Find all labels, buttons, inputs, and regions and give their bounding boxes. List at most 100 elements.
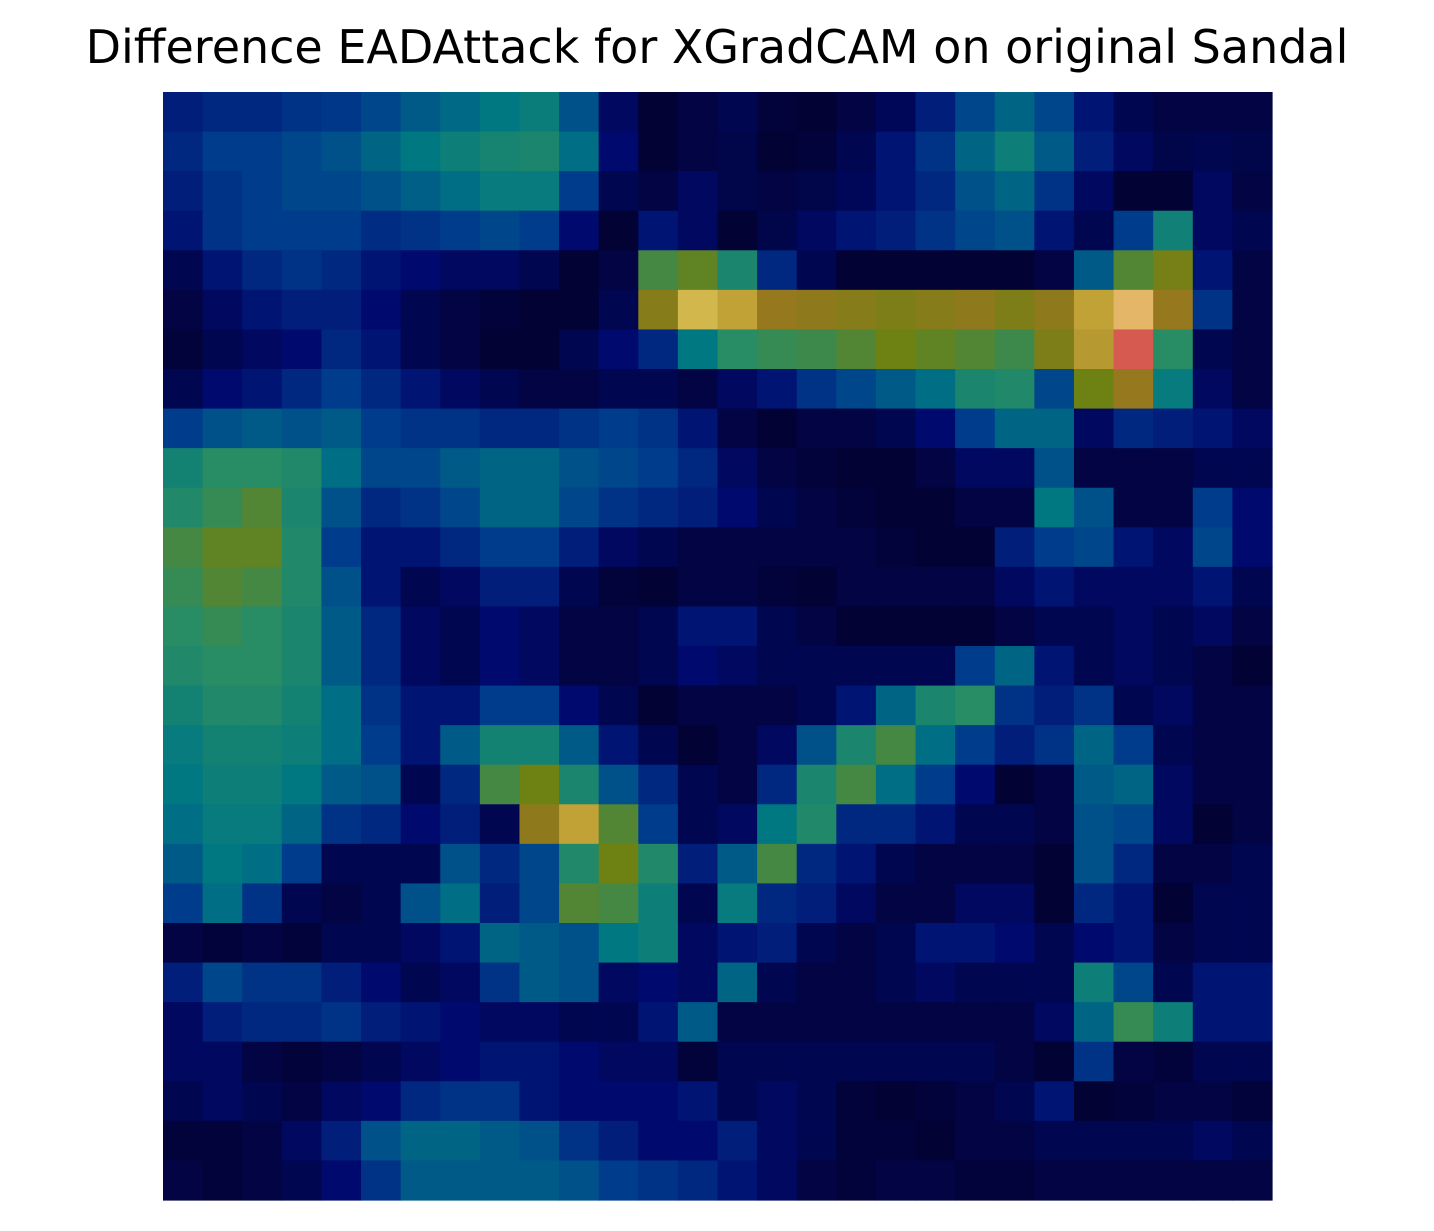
- heatmap-cell: [1113, 1081, 1154, 1122]
- heatmap-cell: [479, 369, 521, 410]
- heatmap-cell: [757, 646, 798, 687]
- heatmap-cell: [281, 527, 323, 568]
- heatmap-cell: [281, 92, 323, 133]
- heatmap-cell: [598, 804, 639, 845]
- heatmap-cell: [321, 646, 362, 687]
- heatmap-cell: [1113, 210, 1154, 251]
- heatmap-cell: [1153, 566, 1194, 608]
- heatmap-cell: [440, 527, 481, 568]
- heatmap-cell: [1232, 1081, 1273, 1122]
- heatmap-cell: [677, 566, 719, 608]
- heatmap-cell: [400, 566, 441, 608]
- heatmap-cell: [281, 804, 323, 845]
- heatmap-cell: [519, 527, 560, 568]
- heatmap-cell: [202, 329, 243, 370]
- heatmap-cell: [1232, 646, 1273, 687]
- heatmap-cell: [1153, 448, 1194, 489]
- heatmap-cell: [836, 923, 877, 964]
- heatmap-cell: [361, 250, 402, 291]
- heatmap-cell: [955, 883, 996, 924]
- heatmap-cell: [677, 131, 719, 172]
- heatmap-cell: [955, 764, 996, 805]
- heatmap-cell: [361, 843, 402, 885]
- heatmap-cell: [1192, 92, 1233, 133]
- heatmap-cell: [994, 883, 1035, 924]
- heatmap-cell: [955, 646, 996, 687]
- heatmap-cell: [440, 764, 481, 805]
- heatmap-cell: [1034, 1041, 1075, 1082]
- heatmap-cell: [1153, 923, 1194, 964]
- heatmap-cell: [955, 1120, 996, 1162]
- heatmap-cell: [598, 843, 639, 885]
- heatmap-cell: [281, 329, 323, 370]
- heatmap-cell: [955, 606, 996, 647]
- heatmap-cell: [440, 843, 481, 885]
- heatmap-cell: [1192, 962, 1233, 1003]
- heatmap-cell: [994, 606, 1035, 647]
- heatmap-cell: [1232, 1041, 1273, 1082]
- heatmap-cell: [163, 962, 204, 1003]
- heatmap-cell: [875, 1120, 917, 1162]
- heatmap-cell: [1153, 962, 1194, 1003]
- heatmap-cell: [757, 171, 798, 212]
- heatmap-cell: [242, 566, 283, 608]
- heatmap-cell: [519, 1160, 560, 1201]
- heatmap-cell: [440, 92, 481, 133]
- heatmap-cell: [1192, 606, 1233, 647]
- heatmap-cell: [519, 369, 560, 410]
- heatmap-cell: [677, 1002, 719, 1043]
- heatmap-cell: [559, 1120, 600, 1162]
- heatmap-cell: [479, 764, 521, 805]
- heatmap-cell: [994, 923, 1035, 964]
- heatmap-cell: [242, 1041, 283, 1082]
- heatmap-cell: [202, 606, 243, 647]
- heatmap-cell: [757, 289, 798, 331]
- heatmap-cell: [994, 289, 1035, 331]
- heatmap-cell: [955, 962, 996, 1003]
- heatmap-cell: [1232, 725, 1273, 766]
- heatmap-cell: [875, 210, 917, 251]
- heatmap-cell: [796, 1002, 837, 1043]
- heatmap-cell: [202, 923, 243, 964]
- heatmap-cell: [757, 1160, 798, 1201]
- heatmap-cell: [479, 329, 521, 370]
- heatmap-cell: [677, 883, 719, 924]
- heatmap-cell: [638, 566, 679, 608]
- heatmap-cell: [1192, 1081, 1233, 1122]
- heatmap-cell: [598, 883, 639, 924]
- heatmap-cell: [677, 843, 719, 885]
- heatmap-cell: [836, 685, 877, 726]
- heatmap-cell: [479, 646, 521, 687]
- heatmap-cell: [598, 923, 639, 964]
- heatmap-cell: [519, 448, 560, 489]
- heatmap-cell: [638, 487, 679, 528]
- heatmap-cell: [677, 369, 719, 410]
- heatmap-cell: [361, 487, 402, 528]
- heatmap-cell: [796, 1081, 837, 1122]
- heatmap-cell: [242, 210, 283, 251]
- heatmap-cell: [875, 764, 917, 805]
- heatmap-cell: [440, 606, 481, 647]
- heatmap-cell: [202, 250, 243, 291]
- heatmap-cell: [677, 448, 719, 489]
- heatmap-cell: [163, 369, 204, 410]
- heatmap-cell: [677, 487, 719, 528]
- heatmap-cell: [598, 646, 639, 687]
- heatmap-cells: [163, 92, 1273, 1201]
- heatmap-cell: [717, 843, 758, 885]
- heatmap-cell: [955, 804, 996, 845]
- heatmap-cell: [559, 843, 600, 885]
- heatmap-cell: [796, 962, 837, 1003]
- heatmap-cell: [321, 1002, 362, 1043]
- heatmap-cell: [875, 923, 917, 964]
- heatmap-cell: [836, 369, 877, 410]
- heatmap-cell: [1192, 646, 1233, 687]
- heatmap-cell: [796, 1041, 837, 1082]
- heatmap-cell: [559, 408, 600, 449]
- heatmap-cell: [202, 1081, 243, 1122]
- heatmap-cell: [163, 329, 204, 370]
- heatmap-cell: [1034, 962, 1075, 1003]
- heatmap-cell: [757, 883, 798, 924]
- heatmap-cell: [836, 804, 877, 845]
- heatmap-cell: [638, 408, 679, 449]
